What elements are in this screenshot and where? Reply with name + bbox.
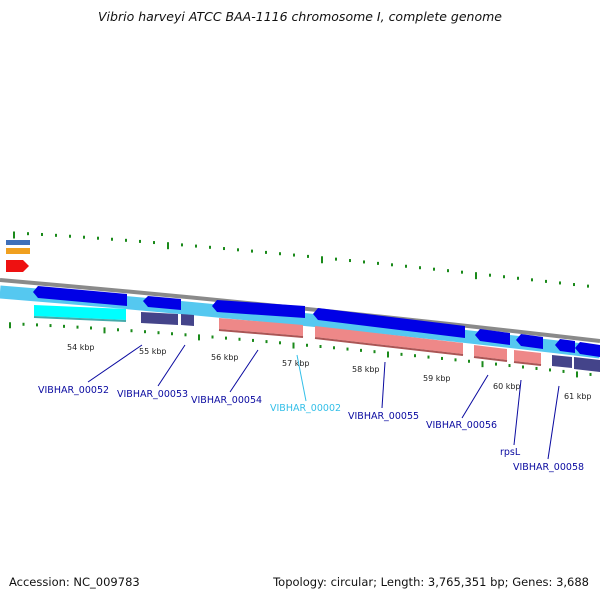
gene-label[interactable]: VIBHAR_00054: [191, 395, 262, 406]
legend-swatch-red-arrow: [6, 260, 29, 272]
genome-summary: Topology: circular; Length: 3,765,351 bp…: [273, 575, 589, 589]
gene-block-navy-2: [181, 314, 194, 326]
gene-leader-line: [547, 385, 560, 460]
kbp-label: 60 kbp: [493, 382, 521, 391]
outer-tick-ring: [13, 231, 589, 288]
kbp-label: 54 kbp: [67, 343, 95, 352]
gene-leader-line: [513, 379, 522, 446]
cds-block-6: [516, 334, 543, 349]
gene-label[interactable]: VIBHAR_00058: [513, 462, 584, 473]
cds-block-1: [33, 286, 127, 306]
kbp-label: 55 kbp: [139, 347, 167, 356]
gene-block-pink-4: [514, 350, 541, 364]
cds-block-7: [555, 339, 575, 353]
gene-block-pink-2: [315, 326, 463, 354]
gene-label[interactable]: VIBHAR_00055: [348, 411, 419, 422]
cds-block-2: [143, 296, 181, 310]
legend-swatch-blue: [6, 240, 30, 245]
cds-track: [0, 285, 600, 359]
gene-leader-line: [381, 361, 386, 409]
gene-block-navy-3: [552, 355, 572, 368]
cds-block-3: [212, 300, 305, 318]
gene-leader-line: [461, 374, 489, 419]
legend-swatch-orange: [6, 248, 30, 254]
inner-tick-ring: [9, 322, 592, 378]
gene-label[interactable]: VIBHAR_00053: [117, 389, 188, 400]
kbp-label: 59 kbp: [423, 374, 451, 383]
gene-block-pink-3: [474, 345, 507, 360]
legend-swatches: [6, 240, 30, 272]
cds-block-4: [313, 308, 465, 338]
gene-block-navy-4: [574, 357, 600, 372]
kbp-scale-labels: 54 kbp 55 kbp 56 kbp 57 kbp 58 kbp 59 kbp 60 k…: [67, 343, 592, 401]
kbp-label: 57 kbp: [282, 359, 310, 368]
cds-block-8: [575, 342, 600, 357]
gene-label[interactable]: VIBHAR_00052: [38, 385, 109, 396]
kbp-label: 58 kbp: [352, 365, 380, 374]
kbp-label: 61 kbp: [564, 392, 592, 401]
gene-track: [33, 305, 600, 372]
accession-text: Accession: NC_009783: [9, 575, 140, 589]
map-title: Vibrio harveyi ATCC BAA-1116 chromosome …: [98, 9, 502, 24]
cds-block-5: [475, 329, 510, 345]
gene-block-pink-1: [219, 318, 303, 336]
gene-label[interactable]: VIBHAR_00002: [270, 403, 341, 414]
gene-leader-line: [296, 354, 307, 402]
gene-leader-line: [157, 344, 186, 387]
gene-block-cyan: [34, 305, 126, 320]
gene-label[interactable]: rpsL: [500, 447, 521, 458]
gene-label-leaders: [87, 344, 560, 460]
gene-label[interactable]: VIBHAR_00056: [426, 420, 497, 431]
gene-block-navy-1: [141, 312, 178, 325]
kbp-label: 56 kbp: [211, 353, 239, 362]
gene-leader-line: [229, 349, 259, 393]
gene-leader-line: [87, 344, 143, 383]
